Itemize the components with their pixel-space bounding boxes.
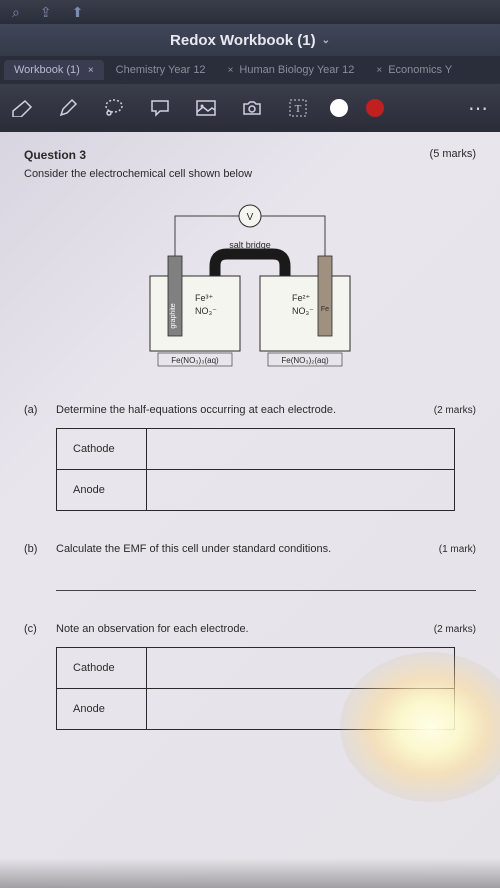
part-a: (a) Determine the half-equations occurri… <box>24 404 476 535</box>
annotation-toolbar: T ⋯ <box>0 84 500 132</box>
part-marks: (1 mark) <box>439 544 476 555</box>
comment-icon[interactable] <box>146 94 174 122</box>
question-prompt: Consider the electrochemical cell shown … <box>24 168 476 180</box>
camera-icon[interactable] <box>238 94 266 122</box>
answer-cell[interactable] <box>147 648 455 689</box>
left-ion-2: NO₃⁻ <box>195 306 217 316</box>
image-icon[interactable] <box>192 94 220 122</box>
answer-cell[interactable] <box>147 470 455 511</box>
close-icon[interactable]: × <box>228 65 234 76</box>
svg-text:T: T <box>295 103 302 115</box>
table-row: Cathode <box>57 648 455 689</box>
tab-economics[interactable]: × Economics Y <box>366 60 462 80</box>
right-electrode-label: Fe <box>321 306 329 313</box>
part-marks: (2 marks) <box>434 405 476 416</box>
right-solution: Fe(NO₃)₂(aq) <box>281 356 329 365</box>
text-icon[interactable]: T <box>284 94 312 122</box>
tabs-bar: Workbook (1) × Chemistry Year 12 × Human… <box>0 56 500 84</box>
answer-table-c: Cathode Anode <box>56 647 455 730</box>
answer-cell[interactable] <box>147 429 455 470</box>
color-white[interactable] <box>330 99 348 117</box>
pen-icon[interactable] <box>54 94 82 122</box>
table-row: Anode <box>57 470 455 511</box>
row-label: Cathode <box>57 429 147 470</box>
answer-line[interactable] <box>56 567 476 591</box>
worksheet-page: Question 3 (5 marks) Consider the electr… <box>0 132 500 888</box>
part-label: (c) <box>24 623 56 635</box>
left-ion-1: Fe³⁺ <box>195 293 214 303</box>
right-ion-1: Fe²⁺ <box>292 293 311 303</box>
table-row: Anode <box>57 689 455 730</box>
tab-biology[interactable]: × Human Biology Year 12 <box>218 60 365 80</box>
close-icon[interactable]: × <box>88 65 94 76</box>
electrochemical-cell-diagram: V salt bridge graphite Fe³⁺ NO₃⁻ Fe(NO₃)… <box>24 196 476 376</box>
part-text: Determine the half-equations occurring a… <box>56 404 336 416</box>
lasso-icon[interactable] <box>100 94 128 122</box>
answer-table-a: Cathode Anode <box>56 428 455 511</box>
answer-cell[interactable] <box>147 689 455 730</box>
color-red[interactable] <box>366 99 384 117</box>
voltmeter-label: V <box>247 212 254 223</box>
tab-label: Economics Y <box>388 64 452 76</box>
part-label: (b) <box>24 543 56 555</box>
left-electrode-label: graphite <box>170 303 177 328</box>
row-label: Anode <box>57 470 147 511</box>
tab-label: Workbook (1) <box>14 64 80 76</box>
right-ion-2: NO₃⁻ <box>292 306 314 316</box>
status-bar: ⌕ ⇪ ⬆ <box>0 0 500 24</box>
tab-chemistry[interactable]: Chemistry Year 12 <box>106 60 216 80</box>
part-text: Calculate the EMF of this cell under sta… <box>56 543 331 555</box>
upload-icon[interactable]: ⬆ <box>72 4 84 21</box>
tab-workbook[interactable]: Workbook (1) × <box>4 60 104 80</box>
part-b: (b) Calculate the EMF of this cell under… <box>24 543 476 615</box>
question-number: Question 3 <box>24 148 86 162</box>
document-title: Redox Workbook (1) <box>170 32 316 49</box>
close-icon[interactable]: × <box>376 65 382 76</box>
more-icon[interactable]: ⋯ <box>464 94 492 122</box>
part-text: Note an observation for each electrode. <box>56 623 249 635</box>
share-icon[interactable]: ⇪ <box>40 4 52 21</box>
zoom-icon[interactable]: ⌕ <box>12 4 20 21</box>
eraser-icon[interactable] <box>8 94 36 122</box>
row-label: Cathode <box>57 648 147 689</box>
tab-label: Human Biology Year 12 <box>239 64 354 76</box>
part-label: (a) <box>24 404 56 416</box>
table-row: Cathode <box>57 429 455 470</box>
part-marks: (2 marks) <box>434 624 476 635</box>
shadow <box>0 858 500 888</box>
title-bar: Redox Workbook (1) ⌄ <box>0 24 500 56</box>
tab-label: Chemistry Year 12 <box>116 64 206 76</box>
row-label: Anode <box>57 689 147 730</box>
part-c: (c) Note an observation for each electro… <box>24 623 476 754</box>
left-solution: Fe(NO₃)₃(aq) <box>171 356 219 365</box>
title-dropdown-icon[interactable]: ⌄ <box>322 35 330 46</box>
total-marks: (5 marks) <box>430 148 476 162</box>
